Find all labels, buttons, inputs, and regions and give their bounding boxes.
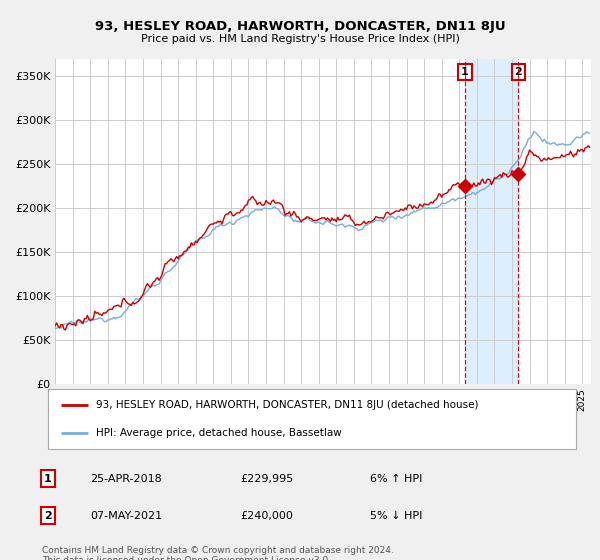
Text: 6% ↑ HPI: 6% ↑ HPI	[370, 474, 422, 484]
Bar	[465, 59, 518, 384]
Text: 93, HESLEY ROAD, HARWORTH, DONCASTER, DN11 8JU: 93, HESLEY ROAD, HARWORTH, DONCASTER, DN…	[95, 20, 505, 32]
Text: HPI: Average price, detached house, Bassetlaw: HPI: Average price, detached house, Bass…	[95, 428, 341, 438]
Text: £240,000: £240,000	[240, 511, 293, 521]
Text: 1: 1	[461, 67, 469, 77]
Text: 5% ↓ HPI: 5% ↓ HPI	[370, 511, 422, 521]
Text: 1: 1	[44, 474, 52, 484]
Text: 2: 2	[514, 67, 522, 77]
Text: 07-MAY-2021: 07-MAY-2021	[90, 511, 162, 521]
Text: Price paid vs. HM Land Registry's House Price Index (HPI): Price paid vs. HM Land Registry's House …	[140, 34, 460, 44]
Text: £229,995: £229,995	[240, 474, 293, 484]
Text: 25-APR-2018: 25-APR-2018	[90, 474, 162, 484]
Text: Contains HM Land Registry data © Crown copyright and database right 2024.
This d: Contains HM Land Registry data © Crown c…	[42, 546, 394, 560]
Text: 93, HESLEY ROAD, HARWORTH, DONCASTER, DN11 8JU (detached house): 93, HESLEY ROAD, HARWORTH, DONCASTER, DN…	[95, 400, 478, 410]
Text: 2: 2	[44, 511, 52, 521]
